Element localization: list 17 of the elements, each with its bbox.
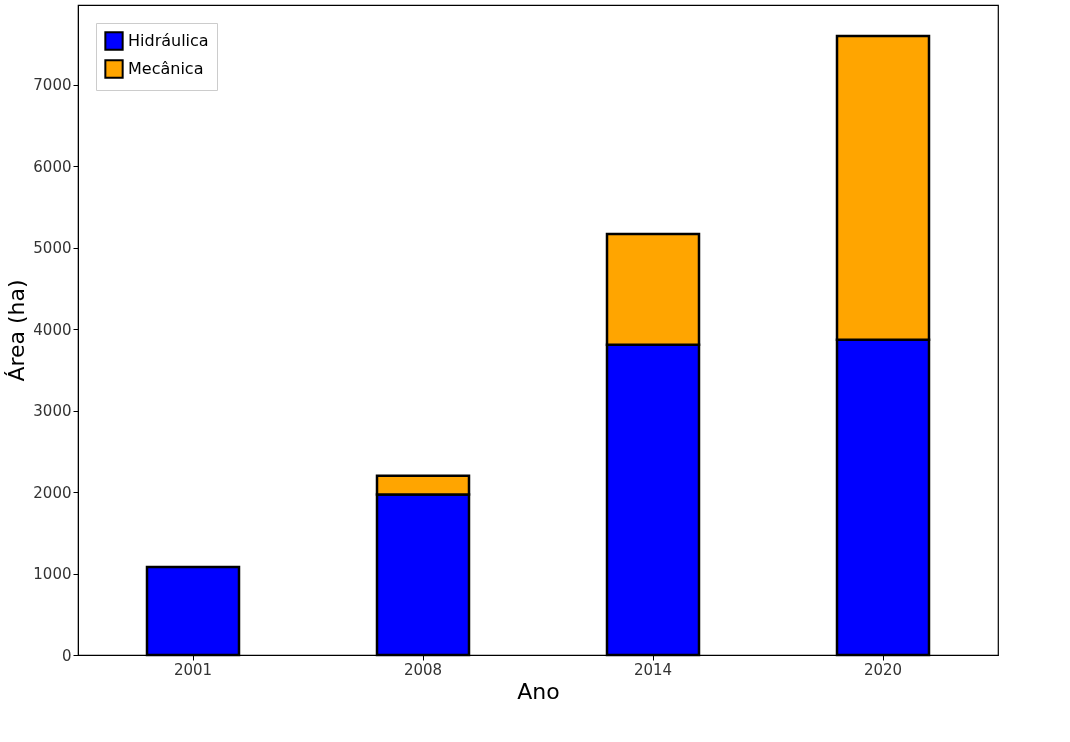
y-tick-label: 6000 [33,157,72,176]
x-tick-label: 2014 [633,660,673,679]
x-tick-label: 2008 [403,660,443,679]
y-tick-label: 4000 [33,320,72,339]
legend-label: Hidráulica [128,31,209,50]
y-tick-label: 7000 [33,76,72,95]
y-tick-label: 3000 [33,402,72,421]
legend-label: Mecânica [128,59,204,78]
y-tick-label: 0 [61,646,72,665]
bar [145,565,241,657]
x-axis-title: Ano [517,678,560,704]
y-tick-label: 1000 [33,565,72,584]
y-axis-title: Área (ha) [4,279,30,382]
x-tick-label: 2020 [863,660,903,679]
y-tick-label: 5000 [33,239,72,258]
x-tick-label: 2001 [173,660,213,679]
y-tick-label: 2000 [33,483,72,502]
